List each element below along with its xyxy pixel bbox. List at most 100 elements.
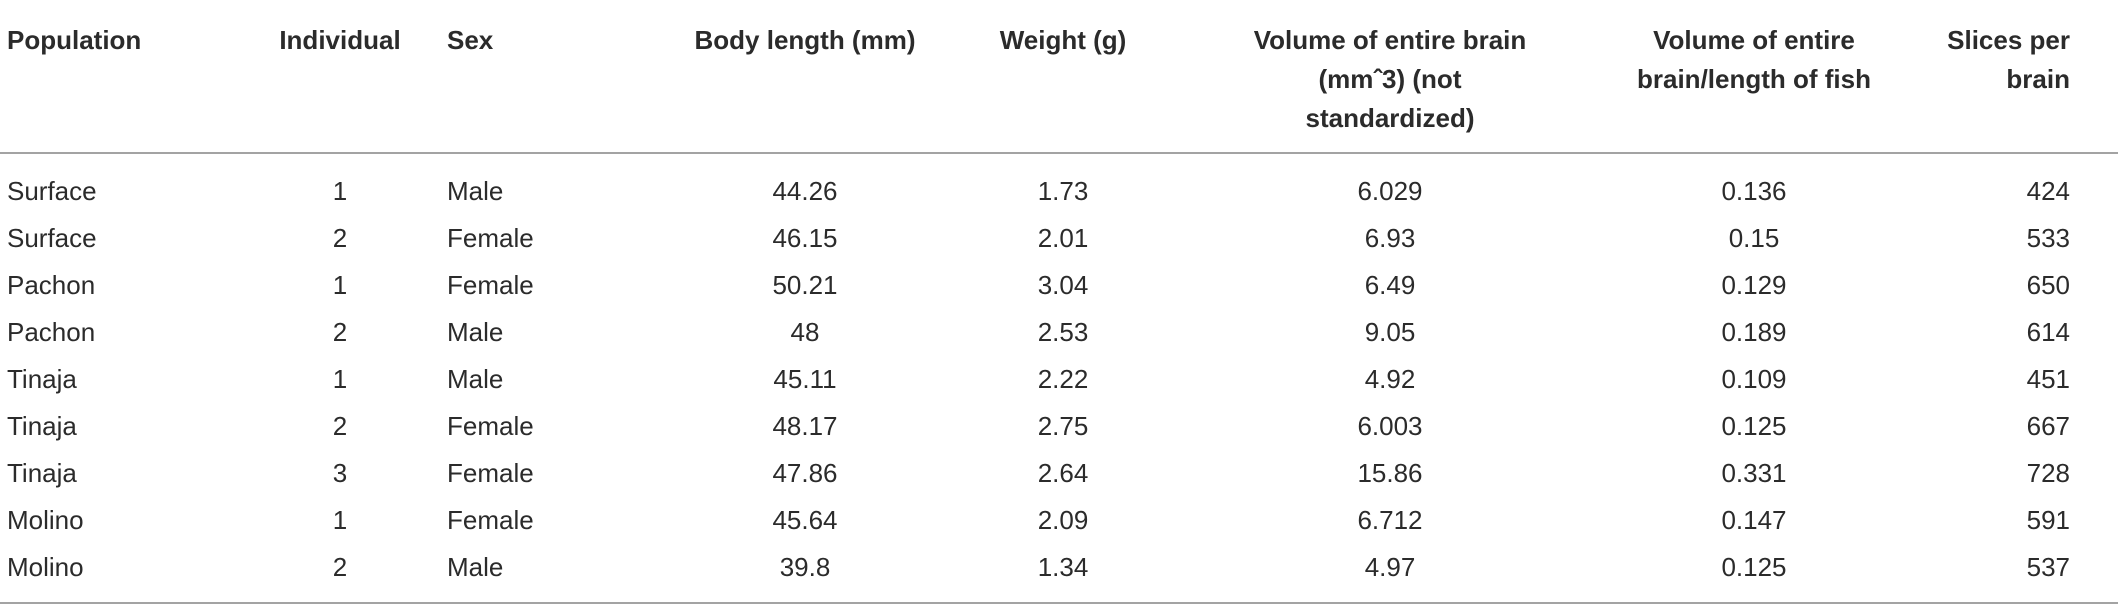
table-cell: 6.003 (1357, 411, 1423, 441)
table-cell: 4.92 (1364, 364, 1416, 394)
table-cell: 2 (332, 411, 348, 441)
table-cell: Tinaja (7, 364, 77, 394)
table-cell: Molino (0, 544, 240, 604)
table-cell: 451 (2026, 364, 2070, 394)
table-cell: 614 (2026, 317, 2070, 347)
table-cell: Tinaja (7, 411, 77, 441)
table-cell: Male (447, 176, 504, 206)
table-cell: 48 (790, 317, 820, 347)
table-cell: 39.8 (640, 544, 970, 604)
table-cell: Male (447, 364, 504, 394)
table-cell: Tinaja (7, 458, 77, 488)
table-cell: Female (447, 458, 534, 488)
table-cell: 45.64 (772, 505, 838, 535)
table-cell: 1 (332, 270, 348, 300)
header-line: Body length (mm) (694, 25, 916, 55)
table-cell: 0.125 (1721, 411, 1787, 441)
table-row: Tinaja 2 Female 48.17 2.75 6.003 0.125 667 (0, 403, 2118, 450)
table-cell: 2 (240, 544, 440, 604)
header-line: Volume of entire brain (1253, 25, 1527, 55)
header-line: Sex (447, 25, 494, 55)
table-cell: 2 (332, 317, 348, 347)
table-cell: 15.86 (1357, 458, 1423, 488)
table-cell: 533 (2026, 223, 2070, 253)
header-line: (mmˆ3) (not (1318, 64, 1462, 94)
header-line: standardized) (1305, 103, 1475, 133)
column-header: Sex (440, 0, 640, 154)
table-cell: 44.26 (772, 176, 838, 206)
table-cell: 2 (332, 223, 348, 253)
table-cell: 2.22 (1037, 364, 1089, 394)
table-cell: 2.09 (1037, 505, 1089, 535)
table-row: Pachon 1 Female 50.21 3.04 6.49 0.129 650 (0, 262, 2118, 309)
table-cell: 591 (2026, 505, 2070, 535)
table-cell: 1 (332, 505, 348, 535)
table-cell: 0.129 (1721, 270, 1787, 300)
table-cell: Molino (7, 505, 84, 535)
table-cell: 47.86 (772, 458, 838, 488)
table-cell: 3 (332, 458, 348, 488)
table-cell: 667 (2026, 411, 2070, 441)
table-cell: Pachon (7, 317, 96, 347)
table-row: Molino 2 Male 39.8 1.34 4.97 0.125 537 (0, 544, 2118, 604)
table-cell: 9.05 (1364, 317, 1416, 347)
table-cell: 0.15 (1728, 223, 1780, 253)
table-cell: 6.029 (1357, 176, 1423, 206)
table-cell: Surface (7, 176, 97, 206)
header-line: Volume of entire (1653, 25, 1855, 55)
header-line: Individual (279, 25, 401, 55)
table-cell: 6.93 (1364, 223, 1416, 253)
table-cell: 728 (2026, 458, 2070, 488)
header-line: Population (7, 25, 142, 55)
table-cell: Female (447, 223, 534, 253)
table-cell: 537 (1884, 544, 2118, 604)
table-row: Pachon 2 Male 48 2.53 9.05 0.189 614 (0, 309, 2118, 356)
table-row: Tinaja 1 Male 45.11 2.22 4.92 0.109 451 (0, 356, 2118, 403)
table-cell: Male (447, 317, 504, 347)
table-cell: 50.21 (772, 270, 838, 300)
table-cell: 0.189 (1721, 317, 1787, 347)
table-cell: 48.17 (772, 411, 838, 441)
table-cell: 2.01 (1037, 223, 1089, 253)
table-cell: 0.136 (1721, 176, 1787, 206)
column-header: Body length (mm) (640, 0, 970, 154)
table-body: Surface 1 Male 44.26 1.73 6.029 0.136 424 Surfac… (0, 153, 2118, 604)
column-header: Slices per brain (1884, 0, 2118, 154)
table-cell: Female (447, 411, 534, 441)
column-header: Weight (g) (970, 0, 1156, 154)
table-row: Molino 1 Female 45.64 2.09 6.712 0.147 591 (0, 497, 2118, 544)
column-header: Volume of entire brain (mmˆ3) (not standar… (1156, 0, 1624, 154)
table-cell: 0.125 (1624, 544, 1884, 604)
table-cell: 1 (332, 176, 348, 206)
table-cell: 1 (332, 364, 348, 394)
table-cell: 0.109 (1721, 364, 1787, 394)
table-cell: Pachon (7, 270, 96, 300)
table-cell: Male (440, 544, 640, 604)
column-header: Individual (240, 0, 440, 154)
table-cell: 3.04 (1037, 270, 1089, 300)
table-cell: 0.147 (1721, 505, 1787, 535)
table-cell: 6.712 (1357, 505, 1423, 535)
table-row: Surface 2 Female 46.15 2.01 6.93 0.15 533 (0, 215, 2118, 262)
table-cell: Female (447, 505, 534, 535)
table-cell: 2.64 (1037, 458, 1089, 488)
table-cell: Surface (7, 223, 97, 253)
header-line: brain (2006, 64, 2070, 94)
table-cell: 1.34 (970, 544, 1156, 604)
table-cell: 0.331 (1721, 458, 1787, 488)
table-cell: Female (447, 270, 534, 300)
table-cell: 1.73 (1037, 176, 1089, 206)
header-row: Population Individual Sex Body length (mm) W… (0, 0, 2118, 154)
header-line: Slices per (1947, 25, 2070, 55)
table-cell: 45.11 (773, 364, 837, 394)
table-cell: 2.75 (1037, 411, 1089, 441)
header-line: Weight (g) (999, 25, 1127, 55)
table-cell: 424 (2026, 176, 2070, 206)
table-cell: 6.49 (1364, 270, 1416, 300)
header-line: brain/length of fish (1637, 64, 1871, 94)
table-header: Population Individual Sex Body length (mm) W… (0, 0, 2118, 154)
table-cell: 2.53 (1037, 317, 1089, 347)
column-header: Volume of entire brain/length of fish (1624, 0, 1884, 154)
table-row: Surface 1 Male 44.26 1.73 6.029 0.136 424 (0, 153, 2118, 215)
